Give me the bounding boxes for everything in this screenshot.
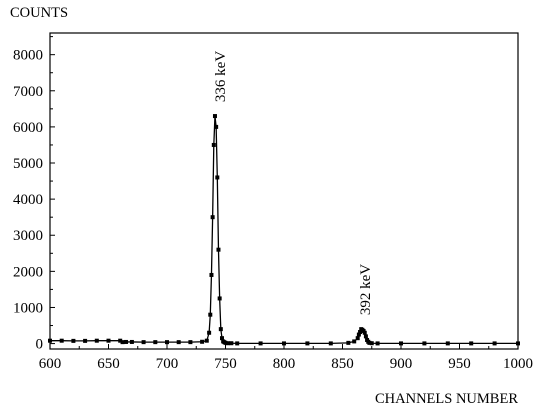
data-point [94,338,99,343]
data-point [165,340,169,345]
data-point [346,340,351,345]
data-point [422,341,427,346]
data-point [223,340,228,345]
data-point [71,338,76,343]
x-tick-label: 1000 [503,356,533,372]
data-point [356,332,361,337]
data-point [363,334,368,339]
data-point [399,341,403,346]
data-point [362,330,367,335]
data-point [229,341,234,346]
x-tick-label: 850 [331,356,354,372]
peak-label: 336 keV [213,51,229,102]
data-point [153,340,158,345]
data-point [210,215,215,220]
data-point [106,338,111,343]
y-tick-label: 4000 [13,192,43,208]
data-point [214,124,219,129]
x-tick-label: 950 [448,356,471,372]
data-point [469,341,474,346]
data-point [83,338,88,343]
data-point [48,338,52,343]
y-tick-label: 5000 [13,156,43,172]
data-point [225,341,230,346]
data-point [369,341,374,346]
data-point [141,340,146,345]
data-point [219,336,224,341]
data-point [258,341,263,346]
y-axis-title: COUNTS [10,5,68,21]
y-tick-label: 6000 [13,120,43,136]
data-point [124,339,129,344]
y-tick-label: 1000 [13,300,43,316]
plot-frame [49,32,519,350]
data-point [282,341,286,346]
data-point [200,339,205,344]
plot-area: 600 650 700 750 800 850 900 950 1000 0 1000 2000 300… [13,32,533,372]
data-point [207,330,212,335]
y-tick-label: 3000 [13,228,43,244]
data-point [212,114,217,119]
x-tick-label: 900 [390,356,413,372]
data-point [188,340,193,345]
data-point [235,341,240,346]
data-point [176,340,181,345]
data-point [367,340,372,345]
y-tick-label: 0 [36,337,44,353]
x-axis-title: CHANNELS NUMBER [375,391,518,407]
peak-label: 392 keV [358,264,374,315]
x-tick-label: 700 [156,356,179,372]
data-point [120,340,125,345]
y-tick-label: 2000 [13,264,43,280]
data-point [204,338,209,343]
data-point [218,327,223,332]
data-point [59,338,64,343]
data-point [209,272,214,277]
data-point [352,339,357,344]
data-point [217,296,222,301]
data-point [355,336,360,341]
x-tick-label: 650 [97,356,120,372]
data-point [492,341,497,346]
x-tick-label: 750 [214,356,237,372]
x-tick-label: 800 [273,356,296,372]
data-point [216,247,221,252]
spectrum-line [50,115,518,345]
data-point [118,338,123,343]
data-point [208,312,213,317]
y-tick-label: 8000 [13,48,43,64]
data-point [215,175,220,180]
data-point [328,341,333,346]
x-tick-label: 600 [39,356,62,372]
data-point [211,142,216,147]
data-point [445,341,450,346]
data-point [358,330,363,335]
y-tick-label: 7000 [13,84,43,100]
data-point [129,339,134,344]
data-point [516,341,520,346]
data-point [305,341,310,346]
data-point [375,341,380,346]
